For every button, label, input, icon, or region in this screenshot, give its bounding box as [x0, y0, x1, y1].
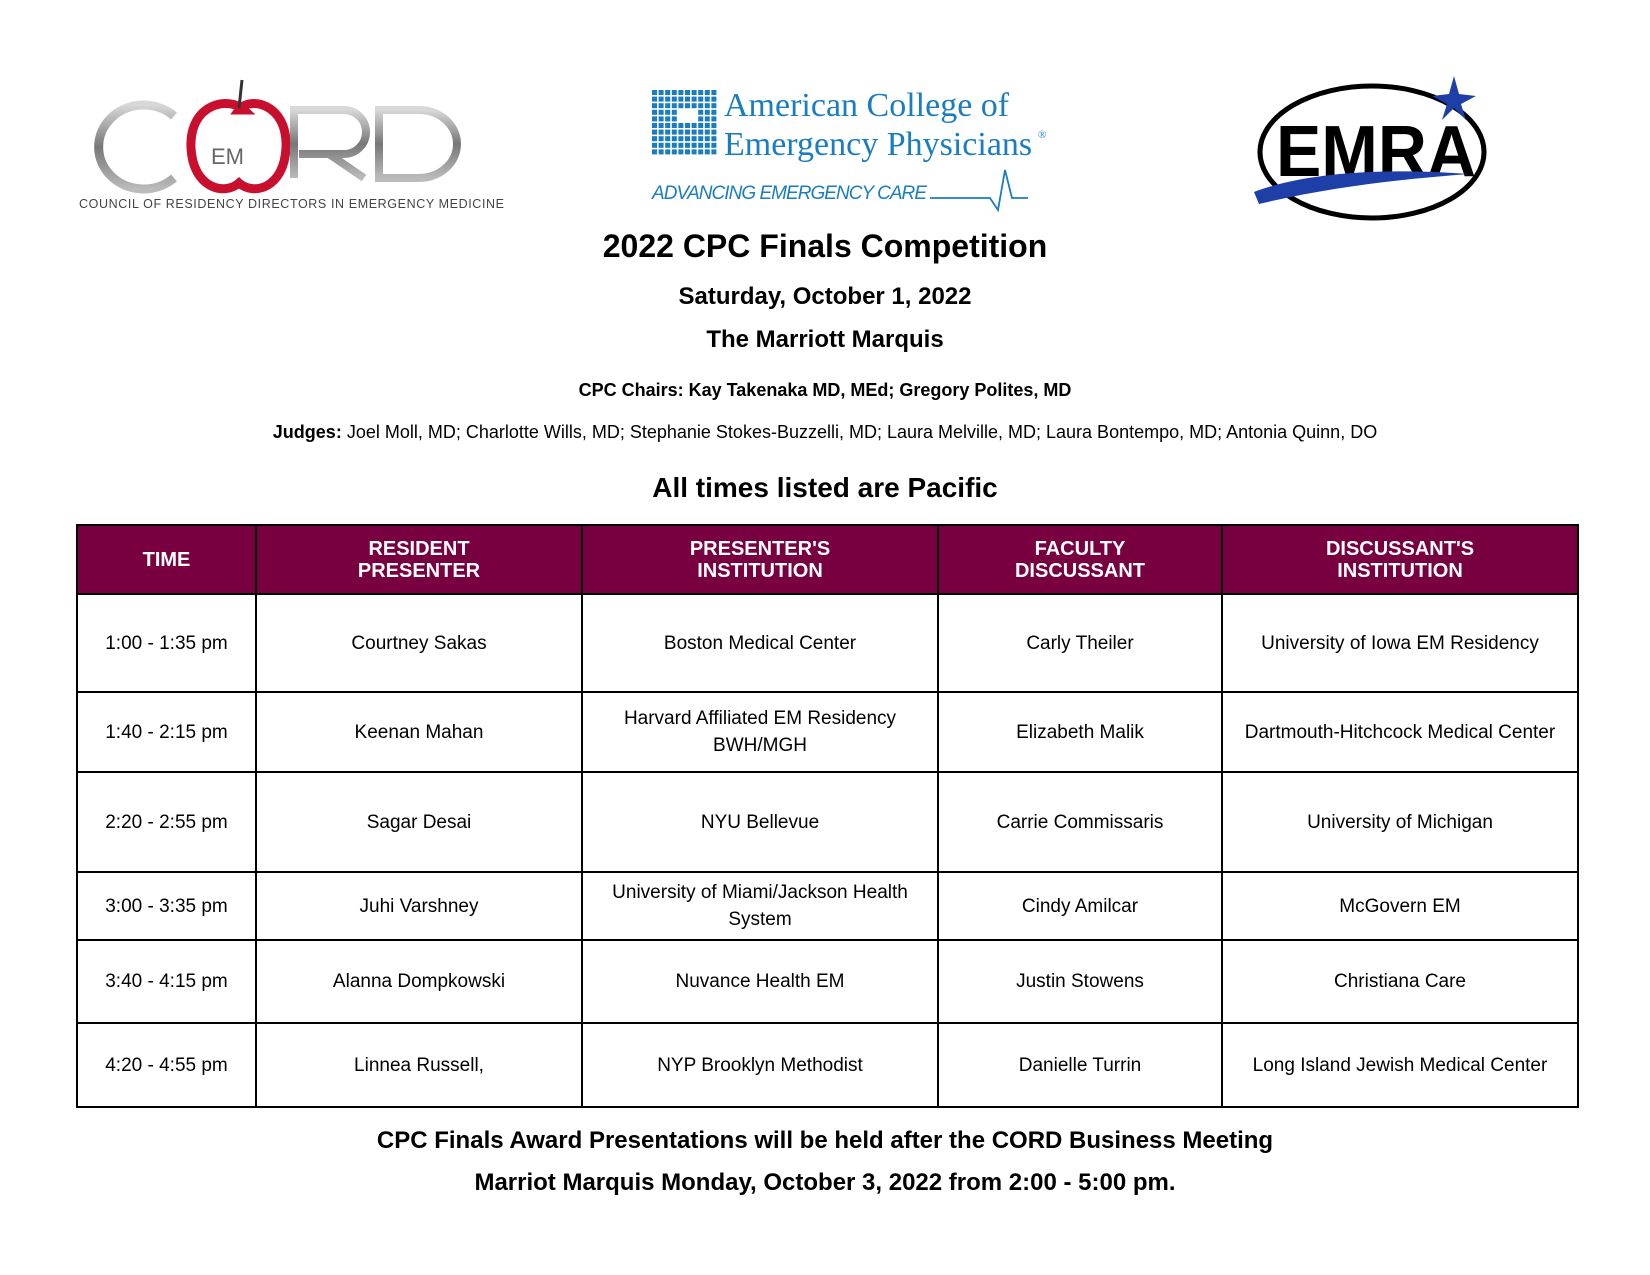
table-cell: University of Miami/Jackson Health Syste… — [581, 871, 939, 941]
table-cell: 1:40 - 2:15 pm — [76, 691, 257, 773]
page-title: 2022 CPC Finals Competition — [602, 228, 1048, 264]
judges-line: Judges: Joel Moll, MD; Charlotte Wills, … — [0, 422, 1650, 443]
table-cell: Juhi Varshney — [255, 871, 583, 941]
table-cell: Justin Stowens — [937, 939, 1223, 1024]
table-cell: Nuvance Health EM — [581, 939, 939, 1024]
table-row: 4:20 - 4:55 pm Linnea Russell, NYP Brookly… — [76, 1022, 1579, 1108]
cpc-chairs: CPC Chairs: Kay Takenaka MD, MEd; Gregor… — [578, 380, 1072, 400]
table-cell: Danielle Turrin — [937, 1022, 1223, 1108]
timezone-note: All times listed are Pacific — [652, 472, 998, 503]
table-cell: 1:00 - 1:35 pm — [76, 593, 257, 693]
table-cell: NYU Bellevue — [581, 771, 939, 873]
table-cell: University of Michigan — [1221, 771, 1579, 873]
table-row: 1:40 - 2:15 pm Keenan Mahan Harvard Affili… — [76, 691, 1579, 773]
table-cell: Long Island Jewish Medical Center — [1221, 1022, 1579, 1108]
table-cell: Alanna Dompkowski — [255, 939, 583, 1024]
table-cell: 3:40 - 4:15 pm — [76, 939, 257, 1024]
table-cell: Harvard Affiliated EM Residency BWH/MGH — [581, 691, 939, 773]
schedule-table: TIME RESIDENT PRESENTER PRESENTER'S INSTIT… — [76, 524, 1579, 1108]
acep-logo: American College of Emergency Physicians… — [650, 87, 1050, 218]
table-cell: Boston Medical Center — [581, 593, 939, 693]
table-cell: NYP Brooklyn Methodist — [581, 1022, 939, 1108]
svg-text:EM: EM — [211, 144, 244, 169]
column-header: DISCUSSANT'S INSTITUTION — [1221, 524, 1579, 595]
svg-text:American College of: American College of — [724, 88, 1010, 124]
judges-list: Joel Moll, MD; Charlotte Wills, MD; Step… — [341, 422, 1378, 442]
event-date: Saturday, October 1, 2022 — [678, 283, 972, 310]
column-header: PRESENTER'S INSTITUTION — [581, 524, 939, 595]
table-cell: Dartmouth-Hitchcock Medical Center — [1221, 691, 1579, 773]
table-row: 2:20 - 2:55 pm Sagar Desai NYU Bellevue Car… — [76, 771, 1579, 873]
footer-line-2: Marriot Marquis Monday, October 3, 2022 … — [474, 1169, 1176, 1196]
table-cell: McGovern EM — [1221, 871, 1579, 941]
column-header: TIME — [76, 524, 257, 595]
cord-logo: EM COUNCIL OF RESIDENCY DIRECTORS IN EME… — [79, 78, 509, 218]
table-row: 3:40 - 4:15 pm Alanna Dompkowski Nuvance H… — [76, 939, 1579, 1024]
event-venue: The Marriott Marquis — [706, 326, 944, 353]
table-cell: 4:20 - 4:55 pm — [76, 1022, 257, 1108]
footer-line-1: CPC Finals Award Presentations will be h… — [376, 1127, 1274, 1154]
table-cell: Sagar Desai — [255, 771, 583, 873]
svg-text:®: ® — [1038, 129, 1046, 141]
table-cell: Courtney Sakas — [255, 593, 583, 693]
table-cell: University of Iowa EM Residency — [1221, 593, 1579, 693]
table-cell: 2:20 - 2:55 pm — [76, 771, 257, 873]
svg-text:Emergency Physicians: Emergency Physicians — [724, 126, 1032, 163]
judges-label: Judges: — [272, 422, 342, 442]
table-row: 3:00 - 3:35 pm Juhi Varshney University of… — [76, 871, 1579, 941]
table-cell: Cindy Amilcar — [937, 871, 1223, 941]
table-cell: 3:00 - 3:35 pm — [76, 871, 257, 941]
table-cell: Carrie Commissaris — [937, 771, 1223, 873]
table-header-row: TIME RESIDENT PRESENTER PRESENTER'S INSTIT… — [76, 524, 1579, 595]
column-header: RESIDENT PRESENTER — [255, 524, 583, 595]
table-cell: Elizabeth Malik — [937, 691, 1223, 773]
table-cell: Keenan Mahan — [255, 691, 583, 773]
table-cell: Christiana Care — [1221, 939, 1579, 1024]
table-cell: Carly Theiler — [937, 593, 1223, 693]
table-cell: Linnea Russell, — [255, 1022, 583, 1108]
emra-logo: EMRA — [1254, 74, 1496, 224]
column-header: FACULTY DISCUSSANT — [937, 524, 1223, 595]
svg-text:ADVANCING EMERGENCY CARE: ADVANCING EMERGENCY CARE — [651, 183, 927, 204]
table-row: 1:00 - 1:35 pm Courtney Sakas Boston Medic… — [76, 593, 1579, 693]
cord-tagline: COUNCIL OF RESIDENCY DIRECTORS IN EMERGE… — [79, 197, 504, 211]
